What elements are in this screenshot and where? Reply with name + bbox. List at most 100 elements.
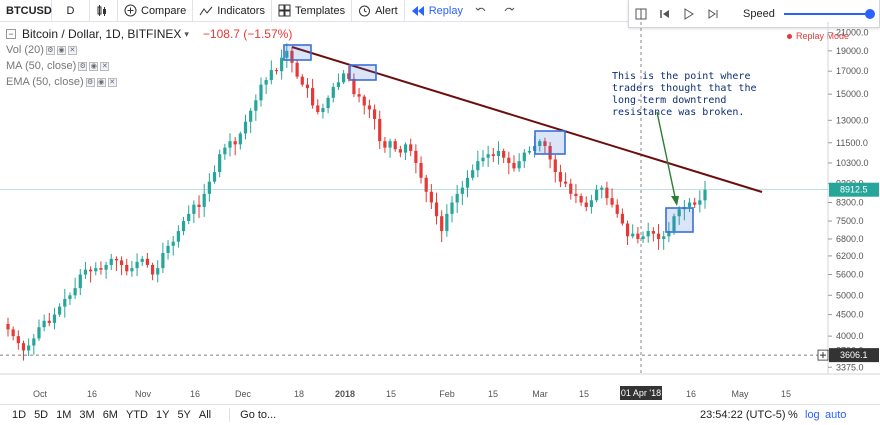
indicators-button[interactable]: Indicators	[193, 0, 272, 22]
settings-icon[interactable]: ⚙	[85, 77, 95, 87]
compare-button[interactable]: Compare	[118, 0, 194, 22]
candle-body	[11, 329, 15, 337]
indicator-row-ema[interactable]: EMA (50, close) ⚙ ◉ ✕	[6, 74, 292, 90]
candle	[445, 204, 449, 237]
candle-body	[145, 258, 150, 265]
alert-button[interactable]: Alert	[352, 0, 405, 22]
range-1d[interactable]: 1D	[12, 409, 27, 421]
price-tick-label: 7500.0	[836, 216, 864, 226]
candle	[703, 180, 707, 209]
eye-icon[interactable]: ◉	[89, 61, 99, 71]
indicator-row-volume[interactable]: Vol (20) ⚙ ◉ ✕	[6, 42, 292, 58]
candle	[68, 292, 72, 305]
templates-button[interactable]: Templates	[272, 0, 353, 22]
close-icon[interactable]: ✕	[100, 61, 110, 71]
settings-icon[interactable]: ⚙	[78, 61, 88, 71]
jump-to-start-button[interactable]	[653, 2, 677, 26]
chart-type-button[interactable]	[90, 0, 118, 22]
candle-body	[460, 187, 464, 194]
candle-body	[37, 327, 41, 339]
candle-body	[336, 82, 341, 87]
auto-scale-toggle[interactable]: auto	[825, 409, 847, 421]
candle	[150, 262, 155, 281]
time-tick-label: 2018	[335, 389, 355, 399]
candle	[130, 260, 134, 277]
range-ytd[interactable]: YTD	[125, 409, 148, 421]
candle	[140, 255, 144, 266]
candle	[202, 183, 206, 217]
eye-icon[interactable]: ◉	[96, 77, 106, 87]
close-icon[interactable]: ✕	[107, 77, 117, 87]
percent-scale-toggle[interactable]: %	[788, 409, 798, 421]
candle-body	[223, 147, 227, 155]
candle-body	[703, 189, 707, 201]
speed-slider-handle[interactable]	[864, 9, 875, 19]
caret-down-icon[interactable]: ▾	[184, 28, 189, 39]
replay-control-panel: Speed	[628, 0, 880, 28]
candle-body	[305, 84, 310, 89]
range-6m[interactable]: 6M	[102, 409, 118, 421]
range-1m[interactable]: 1M	[56, 409, 72, 421]
range-5y[interactable]: 5Y	[177, 409, 191, 421]
candle-body	[63, 298, 67, 307]
candle-body	[119, 260, 124, 265]
candle-body	[274, 70, 279, 72]
candle-body	[558, 172, 563, 182]
collapse-legend-icon[interactable]: −	[6, 29, 16, 39]
highlight-box	[283, 44, 312, 61]
candle-body	[150, 264, 155, 275]
range-all[interactable]: All	[198, 409, 212, 421]
candle	[605, 181, 609, 206]
replay-button[interactable]: Replay	[405, 0, 469, 22]
undo-button[interactable]	[469, 0, 497, 22]
log-scale-toggle[interactable]: log	[805, 409, 820, 421]
range-1y[interactable]: 1Y	[155, 409, 170, 421]
play-button[interactable]	[677, 2, 701, 26]
candle	[352, 73, 356, 97]
candle	[362, 94, 366, 115]
candle	[424, 174, 428, 203]
candle-body	[517, 161, 521, 169]
range-3m[interactable]: 3M	[79, 409, 95, 421]
resolution-selector[interactable]: D	[52, 0, 90, 22]
candle-body	[548, 145, 552, 160]
candle	[662, 231, 666, 250]
close-icon[interactable]: ✕	[67, 45, 77, 55]
time-tick-label: Dec	[235, 389, 252, 399]
select-bar-button[interactable]	[629, 2, 653, 26]
speed-slider[interactable]	[784, 9, 875, 19]
candle	[517, 153, 521, 172]
range-5d[interactable]: 5D	[34, 409, 49, 421]
go-to-date-button[interactable]: Go to...	[229, 408, 276, 422]
candle-body	[32, 338, 36, 346]
candle	[238, 131, 242, 150]
candle	[197, 195, 201, 218]
redo-button[interactable]	[497, 0, 525, 22]
replay-label: Replay	[428, 4, 463, 17]
candle-body	[321, 108, 325, 113]
candle	[176, 225, 180, 248]
candle-body	[161, 252, 165, 269]
indicator-row-ma[interactable]: MA (50, close) ⚙ ◉ ✕	[6, 58, 292, 74]
candle	[11, 326, 15, 341]
candle	[228, 133, 232, 157]
step-forward-button[interactable]	[701, 2, 725, 26]
crosshair-price-label: 3606.1	[840, 350, 868, 360]
candle	[429, 184, 433, 209]
candle	[434, 192, 439, 225]
settings-icon[interactable]: ⚙	[45, 45, 55, 55]
price-tick-label: 15000.0	[836, 89, 869, 99]
candle-body	[202, 193, 206, 207]
candle-body	[68, 295, 72, 299]
candle-body	[264, 80, 268, 85]
candle-body	[662, 236, 666, 239]
candle-body	[393, 141, 397, 150]
candle-body	[114, 258, 119, 261]
clock[interactable]: 23:54:22 (UTC-5)	[700, 409, 786, 421]
symbol-search[interactable]: BTCUSD	[0, 0, 52, 22]
candle	[104, 261, 108, 279]
price-chart[interactable]: 21000.0 19000.0 17000.0 15000.0 13000.0 11500…	[0, 22, 880, 404]
eye-icon[interactable]: ◉	[56, 45, 66, 55]
candle-body	[398, 149, 402, 153]
candle-body	[378, 118, 382, 142]
